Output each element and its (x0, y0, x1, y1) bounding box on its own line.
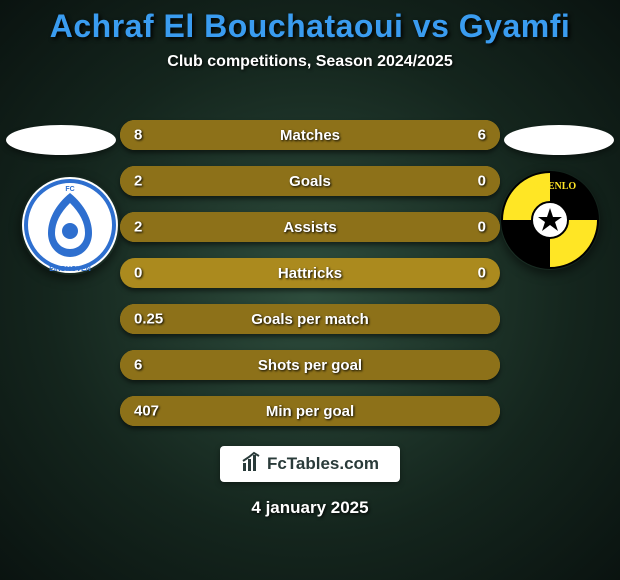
brand-text: FcTables.com (267, 454, 379, 474)
comparison-area: FC EINDHOVEN V.V.VENLO 8Matches6 2Goals0 2… (0, 120, 620, 440)
brand-badge: FcTables.com (220, 446, 400, 482)
stat-label: Min per goal (120, 403, 500, 420)
stat-label: Goals per match (120, 311, 500, 328)
stat-bars: 8Matches6 2Goals0 2Assists0 0Hattricks0 0.25… (120, 120, 500, 440)
comparison-subtitle: Club competitions, Season 2024/2025 (0, 53, 620, 71)
svg-text:FC: FC (65, 186, 74, 193)
stat-label: Hattricks (120, 265, 500, 282)
svg-text:V.V.VENLO: V.V.VENLO (524, 181, 577, 192)
svg-text:EINDHOVEN: EINDHOVEN (49, 266, 91, 273)
stat-bar: 2Goals0 (120, 166, 500, 196)
club-logo-left: FC EINDHOVEN (20, 175, 120, 275)
stat-bar: 0.25Goals per match (120, 304, 500, 334)
club-logo-right: V.V.VENLO (500, 170, 600, 270)
brand-icon (241, 451, 263, 477)
stat-label: Shots per goal (120, 357, 500, 374)
stat-bar: 2Assists0 (120, 212, 500, 242)
stat-label: Matches (120, 127, 500, 144)
stat-bar: 0Hattricks0 (120, 258, 500, 288)
stand-left (6, 125, 116, 155)
stat-bar: 407Min per goal (120, 396, 500, 426)
stat-bar: 8Matches6 (120, 120, 500, 150)
comparison-title: Achraf El Bouchataoui vs Gyamfi (0, 0, 620, 45)
snapshot-date: 4 january 2025 (0, 498, 620, 518)
stand-right (504, 125, 614, 155)
stat-bar: 6Shots per goal (120, 350, 500, 380)
stat-label: Assists (120, 219, 500, 236)
stat-label: Goals (120, 173, 500, 190)
